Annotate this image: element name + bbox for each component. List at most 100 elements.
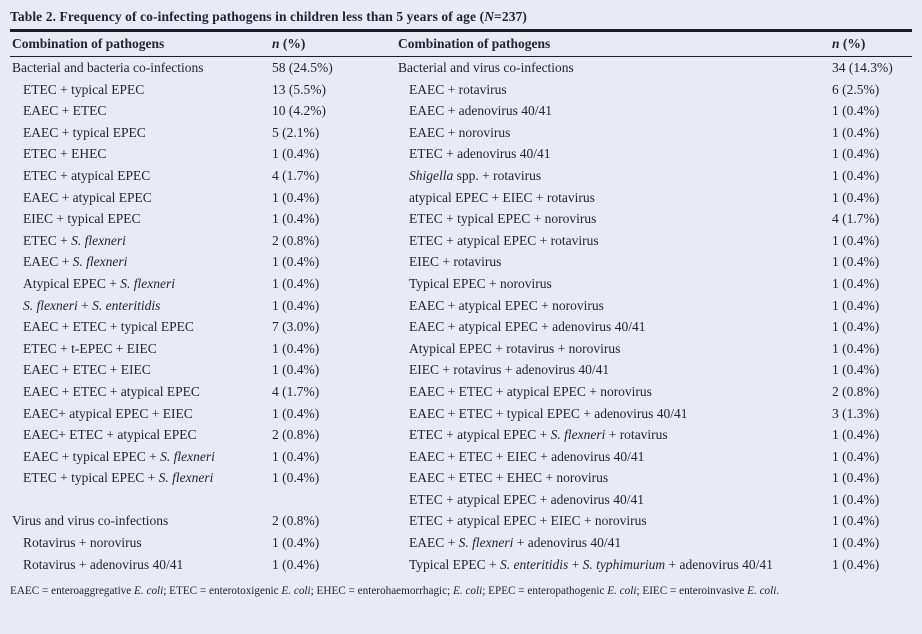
pathogen-cell-right: ETEC + adenovirus 40/41 [396, 143, 830, 165]
count-cell-left: 1 (0.4%) [270, 467, 396, 489]
count-cell-right: 1 (0.4%) [830, 510, 912, 532]
count-cell-left: 7 (3.0%) [270, 316, 396, 338]
pathogen-label: ETEC + typical EPEC + norovirus [409, 211, 597, 227]
count-cell-right: 1 (0.4%) [830, 143, 912, 165]
footnote-text: EAEC = enteroaggregative E. coli; ETEC =… [10, 585, 780, 598]
pathogen-label: Shigella spp. + rotavirus [409, 167, 542, 183]
table-title-suffix: =237) [494, 9, 527, 24]
count-cell-right: 1 (0.4%) [830, 165, 912, 187]
table-row: ETEC + atypical EPEC + adenovirus 40/41 … [10, 489, 912, 511]
count-cell-left: 1 (0.4%) [270, 295, 396, 317]
pathogen-cell-left: EAEC + ETEC + atypical EPEC [10, 381, 270, 403]
count-cell-left: 1 (0.4%) [270, 143, 396, 165]
pathogen-label: EAEC+ atypical EPEC + EIEC [23, 405, 193, 421]
table-row: EAEC+ ETEC + atypical EPEC 2 (0.8%) ETEC… [10, 424, 912, 446]
count-value: 1 (0.4%) [272, 297, 320, 313]
count-value: 1 (0.4%) [832, 146, 880, 162]
table-row: EAEC + ETEC + EIEC 1 (0.4%) EIEC + rotav… [10, 359, 912, 381]
pathogen-cell-right: EAEC + atypical EPEC + adenovirus 40/41 [396, 316, 830, 338]
count-value: 1 (0.4%) [832, 254, 880, 270]
pathogen-cell-left: ETEC + t-EPEC + EIEC [10, 338, 270, 360]
count-value: 1 (0.4%) [272, 448, 320, 464]
pathogen-label: EAEC + S. flexneri + adenovirus 40/41 [409, 535, 622, 551]
pathogen-label: EAEC + atypical EPEC + adenovirus 40/41 [409, 319, 646, 335]
pathogen-label: ETEC + atypical EPEC + rotavirus [409, 232, 599, 248]
pathogen-label: EAEC + ETEC + atypical EPEC + norovirus [409, 383, 652, 399]
count-value: 1 (0.4%) [272, 146, 320, 162]
header-pathogens-right: Combination of pathogens [396, 32, 830, 57]
count-value: 1 (0.4%) [832, 275, 880, 291]
count-cell-left: 1 (0.4%) [270, 446, 396, 468]
pathogen-cell-right: EAEC + ETEC + atypical EPEC + norovirus [396, 381, 830, 403]
count-cell-left: 1 (0.4%) [270, 532, 396, 554]
count-value: 2 (0.8%) [272, 232, 320, 248]
pathogen-cell-left: Rotavirus + norovirus [10, 532, 270, 554]
pathogen-label: ETEC + typical EPEC + S. flexneri [23, 470, 214, 486]
pathogen-label: ETEC + adenovirus 40/41 [409, 146, 551, 162]
table-row: Bacterial and bacteria co-infections 58 … [10, 57, 912, 79]
count-value: 1 (0.4%) [832, 491, 880, 507]
pathogen-label: EIEC + rotavirus [409, 254, 502, 270]
count-cell-left: 1 (0.4%) [270, 187, 396, 209]
pathogen-cell-left: EAEC+ ETEC + atypical EPEC [10, 424, 270, 446]
pathogen-label: S. flexneri + S. enteritidis [23, 297, 161, 313]
header-n-left-rest: (%) [279, 36, 306, 51]
count-cell-left: 58 (24.5%) [270, 57, 396, 79]
pathogen-cell-left: EAEC + S. flexneri [10, 251, 270, 273]
header-n-left-italic: n [272, 36, 280, 51]
count-cell-left: 1 (0.4%) [270, 554, 396, 576]
pathogen-cell-right: EAEC + rotavirus [396, 79, 830, 101]
pathogen-label: Atypical EPEC + S. flexneri [23, 275, 175, 291]
count-cell-right: 2 (0.8%) [830, 381, 912, 403]
count-cell-right: 1 (0.4%) [830, 532, 912, 554]
pathogen-cell-left: ETEC + atypical EPEC [10, 165, 270, 187]
count-value: 2 (0.8%) [272, 427, 320, 443]
count-value: 1 (0.4%) [832, 556, 880, 572]
pathogen-label: Virus and virus co-infections [12, 513, 169, 529]
count-value: 1 (0.4%) [272, 211, 320, 227]
count-cell-right: 6 (2.5%) [830, 79, 912, 101]
count-cell-left: 1 (0.4%) [270, 208, 396, 230]
count-value: 4 (1.7%) [272, 383, 320, 399]
pathogen-label: EAEC + S. flexneri [23, 254, 128, 270]
pathogen-label: ETEC + t-EPEC + EIEC [23, 340, 157, 356]
pathogen-cell-right: ETEC + atypical EPEC + rotavirus [396, 230, 830, 252]
pathogen-cell-left: ETEC + typical EPEC [10, 79, 270, 101]
table-row: ETEC + t-EPEC + EIEC 1 (0.4%) Atypical E… [10, 338, 912, 360]
pathogen-cell-right: ETEC + atypical EPEC + adenovirus 40/41 [396, 489, 830, 511]
pathogen-cell-left: Virus and virus co-infections [10, 510, 270, 532]
pathogen-label: Typical EPEC + norovirus [409, 275, 552, 291]
pathogen-cell-left: ETEC + S. flexneri [10, 230, 270, 252]
count-cell-left: 1 (0.4%) [270, 403, 396, 425]
table-row: EAEC + ETEC + atypical EPEC 4 (1.7%) EAE… [10, 381, 912, 403]
pathogen-label: EIEC + typical EPEC [23, 211, 141, 227]
pathogen-label: ETEC + S. flexneri [23, 232, 126, 248]
table-row: S. flexneri + S. enteritidis 1 (0.4%) EA… [10, 295, 912, 317]
pathogen-cell-left: EAEC + ETEC [10, 100, 270, 122]
count-value: 3 (1.3%) [832, 405, 880, 421]
header-n-right-rest: (%) [839, 36, 866, 51]
count-cell-right: 4 (1.7%) [830, 208, 912, 230]
pathogen-label: EAEC + typical EPEC + S. flexneri [23, 448, 215, 464]
table-header: Combination of pathogens n (%) Combinati… [10, 32, 912, 57]
table-row: ETEC + typical EPEC 13 (5.5%) EAEC + rot… [10, 79, 912, 101]
count-cell-left: 13 (5.5%) [270, 79, 396, 101]
table-row: ETEC + S. flexneri 2 (0.8%) ETEC + atypi… [10, 230, 912, 252]
count-value: 7 (3.0%) [272, 319, 320, 335]
count-value: 2 (0.8%) [832, 383, 880, 399]
pathogen-cell-left: ETEC + EHEC [10, 143, 270, 165]
count-value: 1 (0.4%) [272, 254, 320, 270]
count-value: 1 (0.4%) [832, 470, 880, 486]
pathogen-label: ETEC + EHEC [23, 146, 107, 162]
header-pathogens-left: Combination of pathogens [10, 32, 270, 57]
count-value: 1 (0.4%) [272, 189, 320, 205]
header-row: Combination of pathogens n (%) Combinati… [10, 32, 912, 57]
count-value: 1 (0.4%) [832, 535, 880, 551]
count-value: 4 (1.7%) [272, 167, 320, 183]
count-value: 1 (0.4%) [272, 470, 320, 486]
pathogen-cell-right: Atypical EPEC + rotavirus + norovirus [396, 338, 830, 360]
table-row: Rotavirus + norovirus 1 (0.4%) EAEC + S.… [10, 532, 912, 554]
count-value: 1 (0.4%) [272, 275, 320, 291]
count-value: 1 (0.4%) [832, 340, 880, 356]
count-cell-right: 1 (0.4%) [830, 359, 912, 381]
